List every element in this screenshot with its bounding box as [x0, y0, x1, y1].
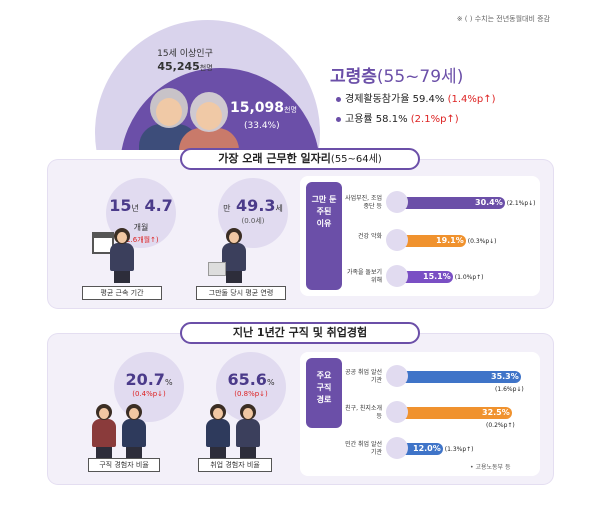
employer-icon [206, 404, 230, 459]
reasons-tag: 그만 둔 주된 이유 [306, 182, 342, 290]
employment-rate: 고용률 58.1% (2.1%p↑) [336, 110, 459, 125]
routes-tag: 주요 구직 경로 [306, 358, 342, 428]
friends-icon [386, 401, 408, 423]
new-hire-icon [236, 404, 260, 459]
route-row: 민간 취업 알선기관 12.0% (1.3%p↑) [342, 437, 537, 460]
family-care-icon [386, 265, 408, 287]
route-row: 공공 취업 알선기관 35.3%(1.6%p↓) [342, 365, 537, 393]
worker-icon [110, 228, 134, 283]
footnote: ※ ( ) 수치는 전년동월대비 증감 [456, 15, 550, 23]
interviewer-icon [92, 404, 116, 459]
elderly-woman-icon [179, 92, 239, 150]
population-value: 45,245천명 [157, 60, 213, 73]
reason-row: 가족을 돌보기 위해 15.1% (1.0%p↑) [342, 265, 537, 288]
quit-age-caption: 그만둘 당시 평균 연령 [196, 286, 286, 300]
elderly-population-value: 15,098천명 [230, 100, 297, 116]
search-rate-bubble: 20.7% (0.4%p↓) [114, 352, 184, 422]
sick-person-icon [386, 229, 408, 251]
source-note: • 고용노동부 등 [470, 464, 511, 471]
job-search-title: 지난 1년간 구직 및 취업경험 [180, 322, 420, 344]
building-icon [386, 365, 408, 387]
route-row: 친구, 친지소개 등 32.5%(0.2%p↑) [342, 401, 537, 429]
tenure-caption: 평균 근속 기간 [82, 286, 162, 300]
calendar-icon [92, 232, 114, 254]
longest-job-title: 가장 오래 근무한 일자리(55~64세) [180, 148, 420, 170]
chart-decline-icon [386, 191, 408, 213]
search-rate-caption: 구직 경험자 비율 [88, 458, 160, 472]
reason-row: 사업부진, 조업중단 등 30.4% (2.1%p↓) [342, 191, 537, 214]
elderly-population-share: (33.4%) [244, 121, 280, 131]
employ-rate-caption: 취업 경험자 비율 [198, 458, 272, 472]
page-title: 고령층(55~79세) [330, 67, 464, 87]
participation-rate: 경제활동참가율 59.4% (1.4%p↑) [336, 90, 496, 105]
hero-section: 15세 이상인구 45,245천명 15,098천명 (33.4%) [0, 0, 600, 150]
applicant-icon [122, 404, 146, 459]
population-label: 15세 이상인구 [157, 49, 213, 59]
reason-row: 건강 악화 19.1% (0.3%p↓) [342, 229, 537, 252]
retiring-worker-icon [222, 228, 246, 283]
box-icon [208, 262, 226, 276]
agency-icon [386, 437, 408, 459]
